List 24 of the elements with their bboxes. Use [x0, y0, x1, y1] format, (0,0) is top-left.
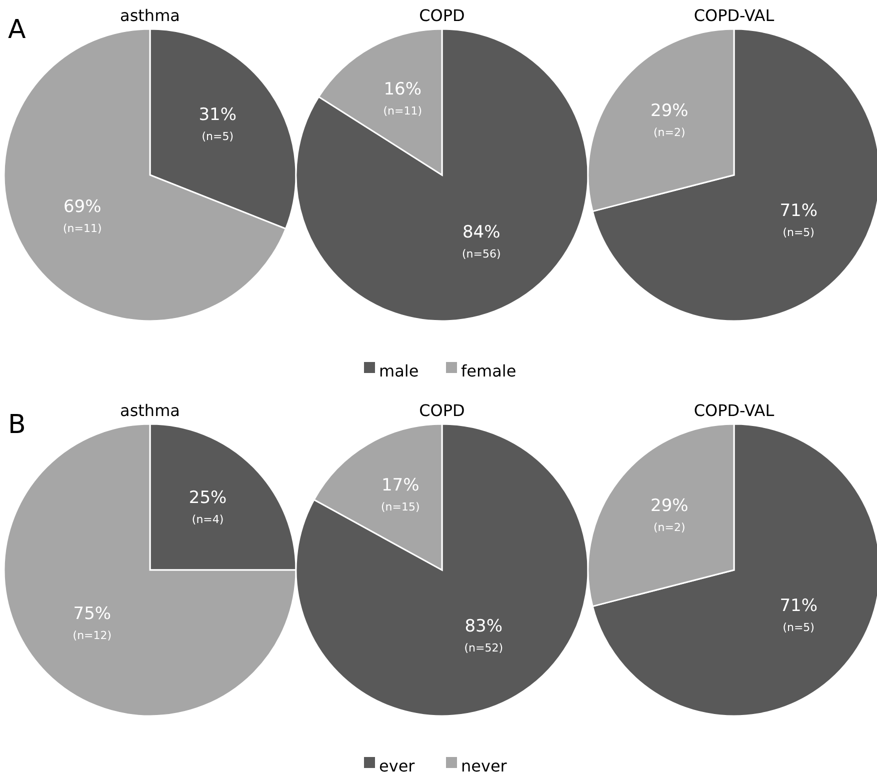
data-label: 71% (n=5) [780, 596, 818, 634]
chart-title: asthma [120, 401, 180, 420]
legend-label: never [461, 756, 508, 776]
data-label: 29% (n=2) [650, 100, 688, 139]
chart-title: COPD [419, 401, 465, 420]
data-label: 16% (n=11) [383, 79, 422, 118]
chart-title: asthma [120, 6, 180, 25]
data-label: 84% (n=56) [462, 222, 501, 261]
legend-label: male [379, 361, 419, 380]
data-label: 17% (n=15) [380, 476, 420, 514]
text: B [8, 410, 26, 440]
chart-title: COPD [419, 6, 465, 25]
legend-label: ever [379, 756, 416, 776]
text: A [8, 15, 26, 45]
data-label: 29% (n=2) [650, 496, 688, 534]
data-label: 83% (n=52) [464, 616, 504, 654]
data-label: 75% (n=12) [72, 604, 112, 642]
data-label: 69% (n=11) [62, 196, 102, 235]
legend-label: female [461, 361, 516, 380]
chart-title: COPD-VAL [694, 6, 774, 25]
data-label: 25% (n=4) [188, 488, 227, 526]
chart-title: COPD-VAL [694, 401, 774, 420]
data-label: 31% (n=5) [198, 105, 237, 144]
data-label: 71% (n=5) [780, 201, 818, 240]
